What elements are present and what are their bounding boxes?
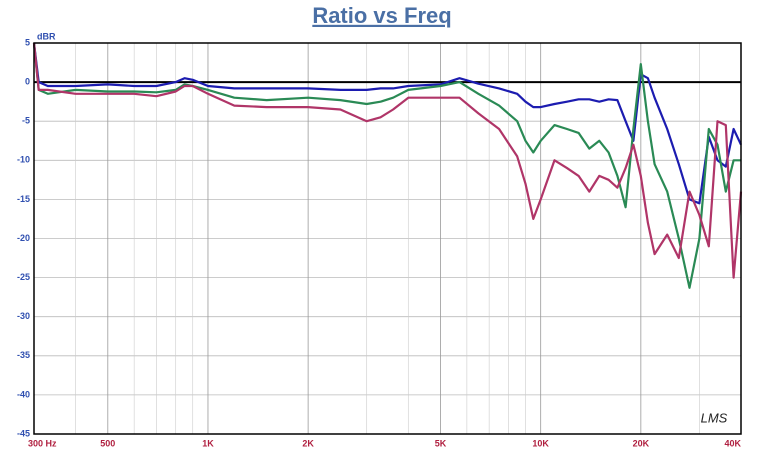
grid: [33, 42, 742, 435]
series-line: [32, 42, 743, 279]
plot: [32, 42, 743, 289]
y-tick-label: -15: [17, 194, 30, 204]
y-tick-label: -30: [17, 311, 30, 321]
x-tick-label: 1K: [202, 438, 214, 448]
y-tick-label: -20: [17, 233, 30, 243]
y-tick-label: -25: [17, 272, 30, 282]
chart-title: Ratio vs Freq: [312, 3, 451, 28]
x-tick-label: 5K: [435, 438, 447, 448]
x-tick-label: 10K: [532, 438, 549, 448]
series-line: [32, 42, 741, 289]
y-tick-label: -45: [17, 428, 30, 438]
y-tick-label: -40: [17, 389, 30, 399]
y-tick-label: -10: [17, 155, 30, 165]
series-line: [32, 42, 742, 205]
watermark: LMS: [701, 410, 728, 425]
y-tick-label: 5: [25, 37, 30, 47]
x-tick-label: 300 Hz: [28, 438, 57, 448]
y-axis-label: dBR: [37, 31, 56, 41]
x-tick-label: 40K: [724, 438, 741, 448]
plot-frame: [33, 42, 742, 435]
x-tick-label: 20K: [633, 438, 650, 448]
y-tick-label: -5: [22, 116, 30, 126]
y-tick-label: -35: [17, 350, 30, 360]
x-tick-label: 500: [100, 438, 115, 448]
y-tick-label: 0: [25, 76, 30, 86]
x-tick-label: 2K: [302, 438, 314, 448]
